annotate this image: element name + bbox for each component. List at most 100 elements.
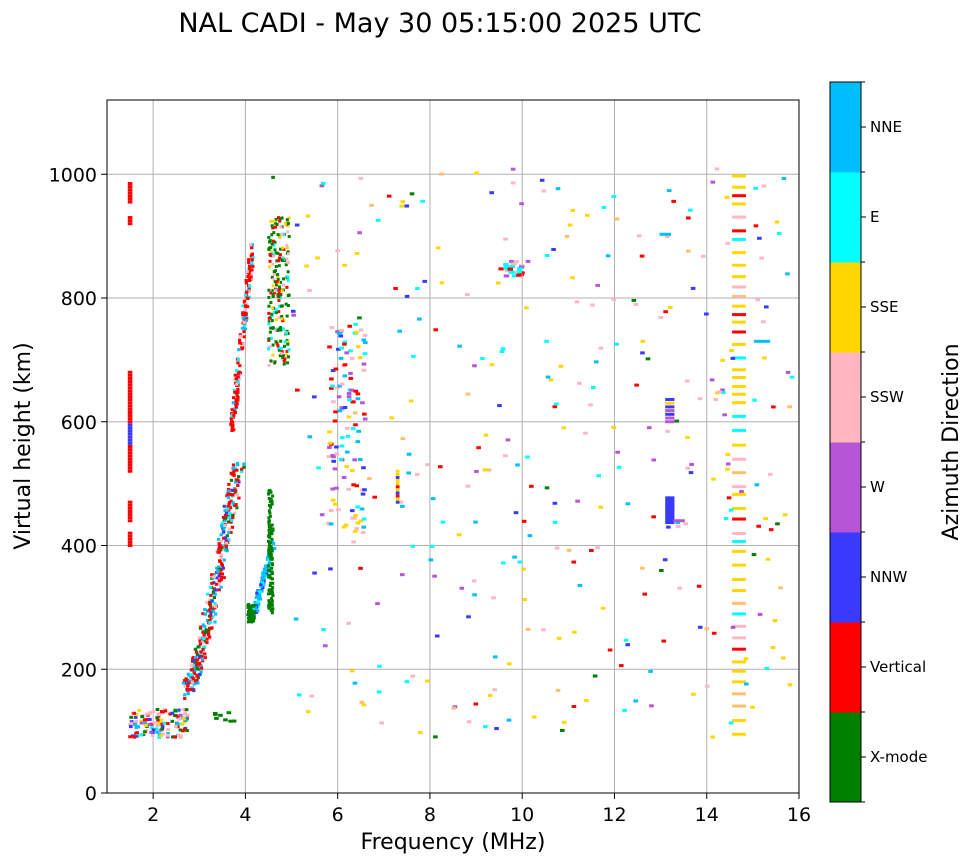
- echo-mark: [465, 484, 471, 488]
- echo-mark: [242, 321, 246, 325]
- echo-mark: [127, 509, 133, 513]
- echo-mark: [173, 724, 178, 728]
- echo-mark: [270, 314, 274, 318]
- echo-mark: [732, 563, 746, 567]
- echo-mark: [648, 669, 653, 673]
- echo-mark: [192, 689, 196, 693]
- echo-mark: [415, 287, 420, 291]
- echo-mark: [262, 571, 267, 575]
- echo-mark: [217, 579, 221, 583]
- echo-mark: [689, 462, 694, 466]
- echo-mark: [361, 525, 367, 529]
- echo-mark: [519, 202, 524, 206]
- echo-mark: [247, 260, 251, 264]
- echo-mark: [155, 708, 160, 712]
- echo-mark: [362, 333, 368, 337]
- echo-mark: [507, 267, 514, 271]
- echo-mark: [240, 467, 244, 471]
- echo-mark: [439, 281, 445, 285]
- colorbar-swatch-e: [830, 172, 861, 263]
- echo-mark: [270, 233, 274, 237]
- echo-mark: [127, 185, 133, 189]
- echo-mark: [664, 234, 670, 238]
- echo-mark: [275, 222, 279, 226]
- echo-mark: [197, 661, 202, 665]
- echo-mark: [211, 609, 216, 613]
- echo-mark: [252, 616, 256, 620]
- echo-mark: [193, 666, 197, 670]
- echo-mark: [215, 576, 219, 580]
- echo-mark: [237, 475, 241, 479]
- echo-mark: [553, 402, 559, 406]
- echo-mark: [440, 520, 446, 524]
- echo-mark: [275, 259, 279, 263]
- echo-mark: [395, 491, 400, 495]
- echo-mark: [267, 316, 271, 320]
- echo-mark: [349, 468, 355, 472]
- echo-mark: [350, 400, 356, 404]
- echo-mark: [170, 719, 175, 723]
- echo-mark: [274, 308, 278, 312]
- echo-mark: [659, 232, 671, 236]
- echo-mark: [148, 717, 152, 721]
- echo-mark: [203, 624, 207, 628]
- echo-mark: [267, 561, 272, 565]
- echo-mark: [219, 585, 223, 589]
- echo-mark: [665, 516, 675, 520]
- echo-mark: [127, 370, 133, 374]
- echo-mark: [355, 505, 360, 509]
- echo-mark: [265, 569, 269, 573]
- echo-mark: [242, 465, 246, 469]
- echo-mark: [326, 521, 331, 525]
- echo-mark: [665, 397, 675, 401]
- echo-mark: [233, 488, 237, 492]
- echo-mark: [668, 305, 673, 309]
- echo-mark: [395, 485, 400, 489]
- echo-mark: [732, 549, 746, 553]
- echo-mark: [516, 273, 522, 277]
- echo-mark: [267, 564, 271, 568]
- echo-mark: [361, 362, 367, 366]
- echo-mark: [237, 338, 242, 342]
- echo-mark: [188, 680, 193, 684]
- echo-mark: [267, 509, 271, 513]
- echo-mark: [267, 295, 271, 299]
- echo-mark: [243, 313, 247, 317]
- echo-mark: [195, 674, 199, 678]
- echo-mark: [273, 221, 277, 225]
- echo-mark: [700, 254, 706, 258]
- echo-mark: [222, 536, 226, 540]
- echo-mark: [127, 222, 133, 226]
- echo-mark: [408, 399, 414, 403]
- echo-mark: [572, 630, 577, 634]
- echo-mark: [362, 341, 368, 345]
- echo-mark: [640, 339, 646, 343]
- echo-mark: [780, 656, 786, 660]
- echo-mark: [315, 256, 320, 260]
- echo-mark: [272, 273, 276, 277]
- y-axis-label: Virtual height (km): [11, 342, 36, 549]
- echo-mark: [284, 263, 288, 267]
- echo-mark: [659, 569, 664, 573]
- echo-mark: [186, 688, 190, 692]
- echo-mark: [260, 589, 264, 593]
- echo-mark: [248, 619, 252, 623]
- echo-mark: [271, 288, 275, 292]
- echo-mark: [271, 353, 275, 357]
- echo-mark: [576, 381, 582, 385]
- echo-mark: [489, 363, 495, 367]
- echo-mark: [367, 477, 372, 481]
- echo-mark: [220, 562, 224, 566]
- echo-mark: [640, 566, 645, 570]
- echo-mark: [208, 618, 212, 622]
- echo-mark: [165, 735, 170, 739]
- echo-mark: [246, 605, 250, 609]
- echo-mark: [263, 568, 267, 572]
- echo-mark: [267, 566, 272, 570]
- echo-mark: [269, 336, 273, 340]
- echo-mark: [456, 533, 462, 537]
- echo-mark: [732, 320, 746, 324]
- echo-mark: [227, 482, 231, 486]
- echo-mark: [352, 681, 358, 685]
- echo-mark: [195, 653, 200, 657]
